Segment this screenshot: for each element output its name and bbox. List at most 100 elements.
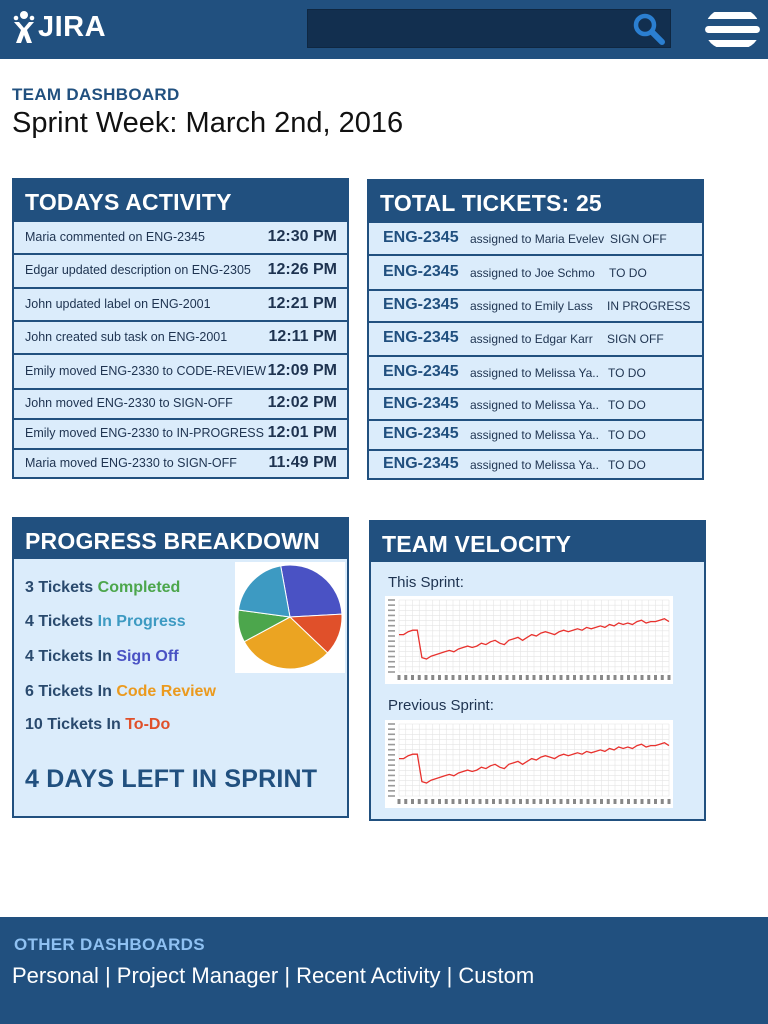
ticket-assignee: assigned to Emily Lass xyxy=(470,299,593,313)
progress-count: 4 Tickets In xyxy=(25,648,117,665)
activity-text: John updated label on ENG-2001 xyxy=(25,296,211,311)
ticket-row[interactable]: ENG-2345 assigned to Emily Lass IN PROGRES… xyxy=(369,289,702,321)
ticket-assignee: assigned to Melissa Ya.. xyxy=(470,397,599,412)
progress-status: Completed xyxy=(97,579,181,596)
x-tick-label xyxy=(525,799,529,804)
search-icon[interactable] xyxy=(632,12,666,46)
y-tick-label xyxy=(388,774,395,777)
x-tick-label xyxy=(492,799,495,804)
ticket-id[interactable]: ENG-2345 xyxy=(383,329,459,346)
jira-logo[interactable]: JIRA xyxy=(12,9,106,45)
y-tick-label xyxy=(388,748,395,751)
x-tick-label xyxy=(546,799,549,804)
x-tick-label xyxy=(613,799,617,804)
this-sprint-chart xyxy=(385,596,673,684)
x-tick-label xyxy=(606,675,610,680)
x-tick-label xyxy=(512,799,516,804)
ticket-id[interactable]: ENG-2345 xyxy=(383,262,459,280)
activity-row[interactable]: Maria commented on ENG-2345 12:30 PM xyxy=(14,220,347,253)
link-recent-activity[interactable]: Recent Activity xyxy=(296,963,441,988)
ticket-id[interactable]: ENG-2345 xyxy=(383,228,459,246)
x-tick-label xyxy=(640,799,644,804)
y-tick-label xyxy=(388,655,395,658)
link-personal[interactable]: Personal xyxy=(12,963,99,988)
link-project-manager[interactable]: Project Manager xyxy=(116,963,279,988)
hamburger-menu-icon[interactable] xyxy=(705,9,760,49)
x-tick-label xyxy=(660,799,664,804)
progress-line: 4 Tickets In Progress xyxy=(25,613,186,631)
x-tick-label xyxy=(613,675,617,680)
y-tick-label xyxy=(388,728,395,730)
x-tick-label xyxy=(505,799,509,804)
activity-row[interactable]: John moved ENG-2330 to SIGN-OFF 12:02 PM xyxy=(14,388,347,418)
ticket-id[interactable]: ENG-2345 xyxy=(383,394,459,412)
x-tick-label xyxy=(566,799,570,804)
ticket-status: SIGN OFF xyxy=(610,231,667,246)
ticket-assignee: assigned to Melissa Ya.. xyxy=(470,428,599,442)
activity-time: 12:11 PM xyxy=(268,327,337,345)
x-tick-label xyxy=(498,799,502,804)
x-tick-label xyxy=(640,675,644,680)
activity-row[interactable]: John updated label on ENG-2001 12:21 PM xyxy=(14,287,347,320)
x-tick-label xyxy=(438,675,441,680)
progress-breakdown-title: PROGRESS BREAKDOWN xyxy=(14,519,347,559)
pie-slice xyxy=(243,616,329,670)
x-tick-label xyxy=(431,675,435,680)
days-left-in-sprint: 4 DAYS LEFT IN SPRINT xyxy=(25,765,318,793)
ticket-row[interactable]: ENG-2345 assigned to Melissa Ya.. TO DO xyxy=(369,388,702,419)
ticket-id[interactable]: ENG-2345 xyxy=(383,362,459,380)
dashboard-label: TEAM DASHBOARD xyxy=(12,85,180,104)
x-tick-label xyxy=(485,675,489,680)
ticket-row[interactable]: ENG-2345 assigned to Melissa Ya.. TO DO xyxy=(369,419,702,449)
activity-row[interactable]: Emily moved ENG-2330 to CODE-REVIEW 12:09… xyxy=(14,353,347,388)
x-tick-label xyxy=(498,675,502,680)
activity-time: 12:30 PM xyxy=(267,227,337,245)
search-input[interactable] xyxy=(308,10,628,47)
activity-row[interactable]: John created sub task on ENG-2001 12:11 P… xyxy=(14,320,347,353)
x-tick-label xyxy=(465,799,468,804)
ticket-row[interactable]: ENG-2345 assigned to Melissa Ya.. TO DO xyxy=(369,355,702,388)
y-tick-label xyxy=(388,743,395,746)
y-tick-label xyxy=(388,671,395,673)
y-tick-label xyxy=(388,630,395,632)
ticket-status: TO DO xyxy=(608,397,646,412)
top-bar: JIRA xyxy=(0,0,768,59)
x-tick-label xyxy=(397,675,401,680)
x-tick-label xyxy=(667,799,671,804)
x-tick-label xyxy=(458,799,462,804)
pie-slice xyxy=(280,564,343,618)
x-tick-label xyxy=(444,799,448,804)
activity-row[interactable]: Emily moved ENG-2330 to IN-PROGRESS 12:01… xyxy=(14,418,347,448)
ticket-id[interactable]: ENG-2345 xyxy=(383,455,459,472)
ticket-row[interactable]: ENG-2345 assigned to Melissa Ya.. TO DO xyxy=(369,449,702,479)
ticket-id[interactable]: ENG-2345 xyxy=(383,425,459,442)
y-tick-label xyxy=(388,779,395,782)
ticket-row[interactable]: ENG-2345 assigned to Edgar Karr SIGN OFF xyxy=(369,321,702,355)
activity-row[interactable]: Edgar updated description on ENG-2305 12:… xyxy=(14,253,347,287)
x-tick-label xyxy=(573,799,576,804)
x-tick-label xyxy=(519,675,522,680)
x-tick-label xyxy=(478,675,482,680)
x-tick-label xyxy=(424,675,428,680)
x-tick-label xyxy=(451,799,455,804)
x-tick-label xyxy=(633,675,637,680)
activity-row[interactable]: Maria moved ENG-2330 to SIGN-OFF 11:49 PM xyxy=(14,448,347,478)
x-tick-label xyxy=(579,675,583,680)
progress-status: To-Do xyxy=(125,716,171,733)
y-tick-label xyxy=(388,635,395,637)
ticket-row[interactable]: ENG-2345 assigned to Maria Evelev SIGN OFF xyxy=(369,221,702,254)
link-custom[interactable]: Custom xyxy=(458,963,535,988)
x-tick-label xyxy=(593,675,597,680)
y-tick-label xyxy=(388,599,395,601)
ticket-row[interactable]: ENG-2345 assigned to Joe Schmo TO DO xyxy=(369,254,702,289)
x-tick-label xyxy=(519,799,522,804)
y-tick-label xyxy=(388,790,395,792)
activity-time: 12:02 PM xyxy=(267,394,337,411)
y-tick-label xyxy=(388,604,395,606)
ticket-assignee: assigned to Joe Schmo xyxy=(470,265,595,280)
ticket-status: TO DO xyxy=(608,365,646,380)
ticket-id[interactable]: ENG-2345 xyxy=(383,296,459,313)
ticket-status: TO DO xyxy=(608,458,646,472)
progress-count: 4 Tickets xyxy=(25,613,98,630)
progress-line: 10 Tickets In To-Do xyxy=(25,716,170,734)
